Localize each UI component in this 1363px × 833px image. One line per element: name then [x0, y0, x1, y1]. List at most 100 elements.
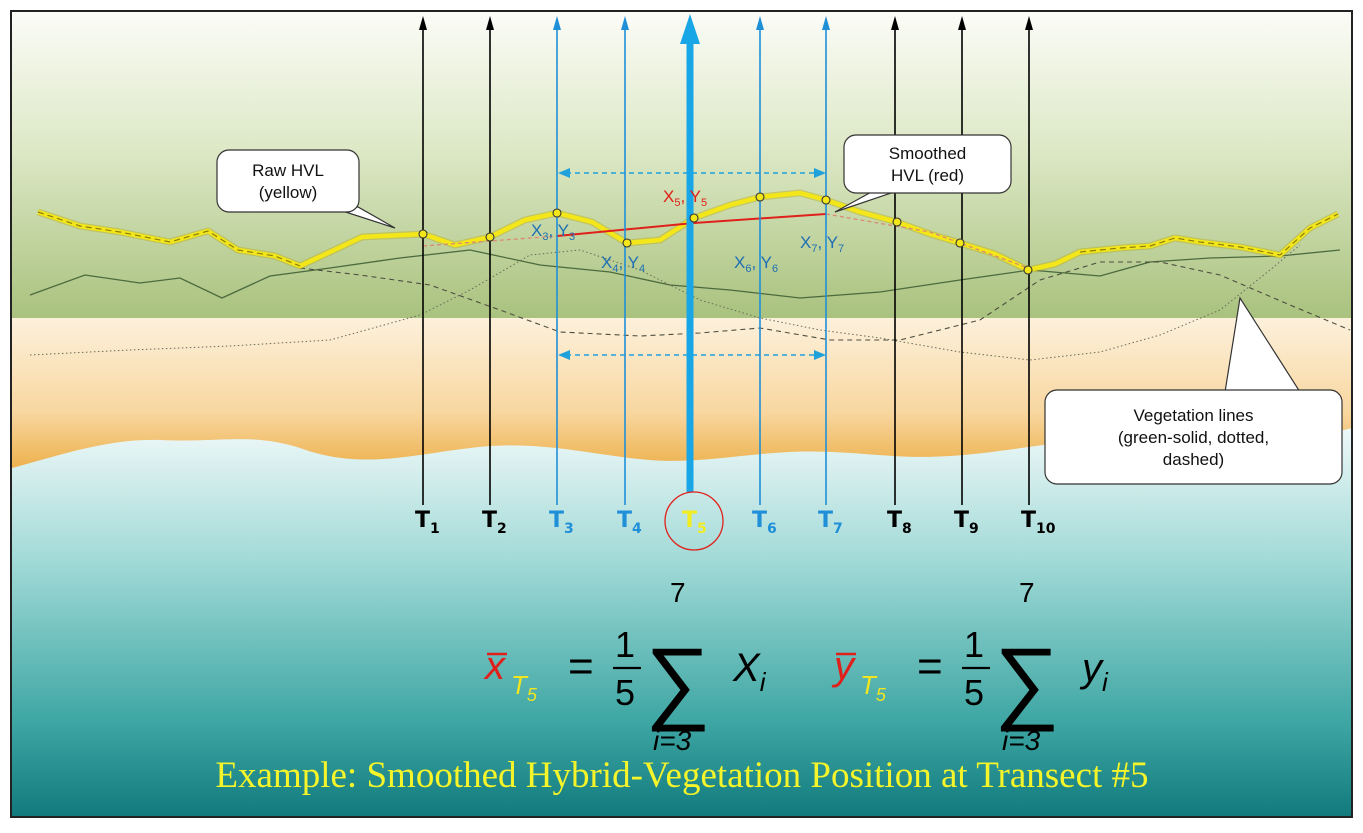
formula-y-mean-equals: = [917, 642, 943, 691]
smoothing-window-bottom-arrow-head-left [558, 350, 570, 360]
point-y-sub: 7 [838, 243, 844, 255]
formula-y-mean-variable: y [831, 644, 857, 688]
point-x: X [663, 187, 674, 206]
point-x-sub: 6 [745, 263, 751, 275]
vegetation-line-solid [29, 249, 1341, 299]
callout-raw-hvl-box [216, 149, 360, 213]
transect-label-6: T6 [752, 508, 777, 537]
point-y-sub: 4 [639, 263, 645, 275]
frame-border [10, 10, 1353, 818]
formula-x-mean-sum-lower: i=3 [653, 725, 692, 756]
point-x: X [800, 233, 811, 252]
transect-1: T1 [415, 16, 440, 537]
transect-letter: T [954, 508, 969, 533]
point-y-sub: 5 [701, 197, 707, 209]
transect-8-arrowhead [891, 16, 899, 30]
transect-letter: T [682, 508, 697, 533]
transect-label-2: T2 [482, 508, 507, 537]
formula-x-mean-term-var: X [732, 646, 761, 690]
callout-smoothed-hvl: Smoothed HVL (red) [834, 134, 1012, 213]
transect-subscript: 2 [497, 521, 507, 537]
hvl-intersection-point-3 [552, 208, 562, 218]
point-y: Y [558, 221, 569, 240]
callout-smoothed-hvl-line-2: HVL (red) [891, 166, 964, 185]
formula-y-mean-subscript-letter: T [860, 670, 878, 700]
transect-label-7: T7 [818, 508, 843, 537]
point-label-7: X7, Y7 [800, 233, 844, 255]
formula-y-mean-subscript: T5 [860, 670, 887, 705]
point-sep: , [751, 253, 760, 272]
hvl-intersection-point-4 [622, 238, 632, 248]
formula-x-mean-term-sub: i [760, 667, 767, 697]
point-x-sub: 4 [612, 263, 618, 275]
transect-label-5: T5 [682, 508, 707, 537]
point-sep: , [618, 253, 627, 272]
hvl-intersection-point-9 [955, 238, 965, 248]
point-x-sub: 7 [811, 243, 817, 255]
figure-caption: Example: Smoothed Hybrid-Vegetation Posi… [215, 755, 1148, 796]
formula-x-mean-denominator: 5 [615, 672, 635, 713]
transect-3: T3 [549, 16, 574, 537]
callout-vegetation-lines-line-3: dashed) [1163, 450, 1224, 469]
formula-x-mean-equals: = [568, 642, 594, 691]
point-x: X [734, 253, 745, 272]
callout-smoothed-hvl-box [843, 134, 1012, 194]
smoothed-hvl-dashed-right [825, 213, 1029, 269]
transect-3-arrowhead [553, 16, 561, 30]
callout-vegetation-lines-line-1: Vegetation lines [1133, 406, 1253, 425]
transect-letter: T [1021, 508, 1036, 533]
transect-subscript: 7 [833, 521, 843, 537]
transect-7-arrowhead [822, 16, 830, 30]
transect-subscript: 9 [969, 521, 979, 537]
point-y: Y [761, 253, 772, 272]
smoothed-hvl-dashed-left [422, 235, 558, 247]
callout-raw-hvl-line-1: Raw HVL [252, 161, 324, 180]
transect-5: T5 [664, 14, 724, 551]
transect-label-1: T1 [415, 508, 440, 537]
transect-9: T9 [954, 16, 979, 537]
formula-x-mean-subscript-letter: T [511, 670, 529, 700]
vegetation-zone [12, 12, 1353, 318]
hvl-intersection-point-7 [821, 195, 831, 205]
point-label-4: X4, Y4 [601, 253, 645, 275]
hvl-intersection-point-10 [1023, 265, 1033, 275]
target-transect-circle [664, 491, 724, 551]
formula-x-mean-sum-upper: 7 [670, 577, 686, 608]
transect-letter: T [818, 508, 833, 533]
transect-label-3: T3 [549, 508, 574, 537]
transect-label-10: T10 [1021, 508, 1056, 537]
transect-letter: T [549, 508, 564, 533]
smoothing-window-bottom-arrow-head-right [814, 350, 826, 360]
callout-vegetation-lines-box [1044, 389, 1343, 485]
formula-x-mean-subscript-number: 5 [527, 685, 538, 705]
point-y: Y [628, 253, 639, 272]
formula-y-mean-sum-sign: ∑ [994, 630, 1060, 732]
point-label-6: X6, Y6 [734, 253, 778, 275]
point-y: Y [827, 233, 838, 252]
transect-6-arrowhead [756, 16, 764, 30]
transect-2: T2 [482, 16, 507, 537]
hvl-intersection-point-2 [485, 232, 495, 242]
transect-label-8: T8 [887, 508, 912, 537]
transect-label-4: T4 [617, 508, 642, 537]
transect-subscript: 4 [632, 521, 642, 537]
transect-label-9: T9 [954, 508, 979, 537]
formula-x-mean-numerator: 1 [615, 624, 635, 665]
point-x: X [601, 253, 612, 272]
transect-subscript: 6 [767, 521, 777, 537]
formula-x-mean-sum-sign: ∑ [645, 630, 711, 732]
point-x-sub: 3 [542, 231, 548, 243]
formula-x-mean-variable: x [483, 644, 507, 688]
transect-subscript: 5 [697, 521, 707, 537]
transect-6: T6 [752, 16, 777, 537]
formula-y-mean-denominator: 5 [964, 672, 984, 713]
vegetation-line-dashed [299, 261, 1351, 341]
smoothing-window-top-arrow-head-right [814, 168, 826, 178]
transect-2-arrowhead [486, 16, 494, 30]
raw-hvl-dash-right [1079, 213, 1339, 256]
hvl-intersection-point-5 [689, 213, 699, 223]
formula-y-mean-sum-lower: i=3 [1002, 725, 1041, 756]
transect-subscript: 3 [564, 521, 574, 537]
